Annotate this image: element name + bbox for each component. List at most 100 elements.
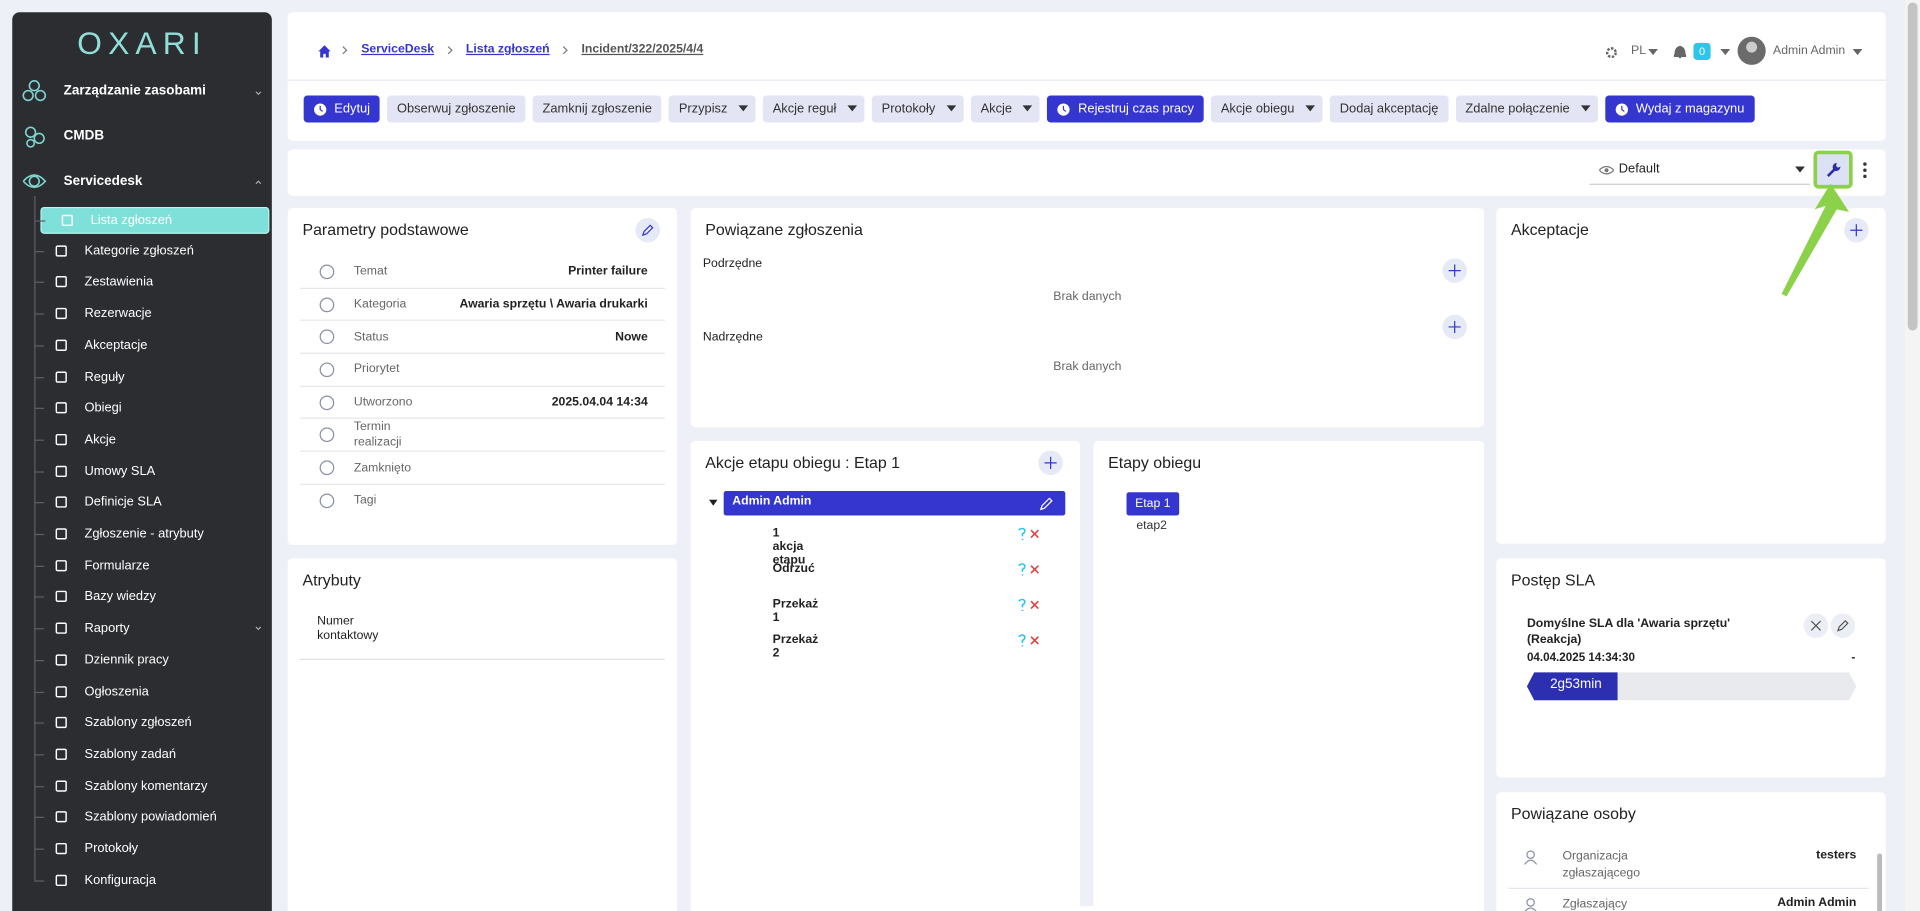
card-title: Powiązane osoby: [1511, 804, 1636, 823]
action-label: 1 akcja etapu: [772, 526, 806, 567]
menu-item[interactable]: Protokoły: [34, 836, 267, 860]
settings-icon[interactable]: [1604, 45, 1619, 60]
language[interactable]: PL: [1631, 44, 1647, 58]
button-label: Przypisz: [678, 101, 728, 117]
action-icons[interactable]: [1018, 527, 1042, 541]
menu-item[interactable]: Szablony zadań: [34, 742, 267, 766]
menu-item[interactable]: Raporty: [34, 616, 267, 640]
section-label: Nadrzędne: [702, 330, 763, 345]
card-scrollbar[interactable]: [1877, 853, 1883, 911]
menu-item[interactable]: Konfiguracja: [34, 868, 267, 892]
menu-icon: [55, 654, 67, 666]
breadcrumb-link[interactable]: ServiceDesk: [361, 42, 435, 57]
menu-section[interactable]: CMDB: [63, 128, 105, 144]
button-group: Dodaj akceptację: [1329, 95, 1449, 123]
kebab-menu[interactable]: [1862, 162, 1867, 179]
toolbar-button[interactable]: Protokoły: [871, 95, 946, 123]
toolbar-button[interactable]: Edytuj: [303, 95, 380, 123]
person-value: Admin Admin: [1777, 896, 1857, 910]
toolbar-button[interactable]: Akcje: [970, 95, 1022, 123]
menu-item[interactable]: Akceptacje: [34, 333, 267, 357]
menu-label: Kategorie zgłoszeń: [84, 243, 194, 258]
tree-branch: [34, 470, 45, 473]
edit-button[interactable]: [1830, 613, 1856, 638]
toolbar-button[interactable]: Akcje reguł: [762, 95, 847, 123]
menu-item[interactable]: Zestawienia: [34, 270, 267, 294]
collapse-caret[interactable]: [708, 499, 718, 507]
dropdown-toggle[interactable]: [840, 95, 865, 123]
settings-button[interactable]: [1813, 150, 1853, 189]
dropdown-toggle[interactable]: [1015, 95, 1041, 123]
view-select[interactable]: Default: [1589, 157, 1810, 185]
menu-label: Akceptacje: [84, 337, 148, 353]
breadcrumb-link[interactable]: Incident/322/2025/4/4: [581, 42, 704, 57]
breadcrumb-link[interactable]: Lista zgłoszeń: [465, 42, 550, 57]
menu-label: Definicje SLA: [84, 495, 162, 510]
edit-button[interactable]: [635, 217, 661, 243]
action-icons[interactable]: [1018, 563, 1042, 576]
button-label: Protokoły: [881, 101, 936, 117]
dropdown-toggle[interactable]: [1298, 95, 1323, 123]
action-icons[interactable]: [1018, 598, 1042, 612]
action-icons[interactable]: [1018, 634, 1042, 647]
param-row: Tagi: [300, 485, 665, 516]
menu-item[interactable]: Ogłoszenia: [34, 679, 267, 703]
avatar[interactable]: [1737, 36, 1766, 65]
toolbar-button[interactable]: Akcje obiegu: [1211, 95, 1305, 123]
dropdown-toggle[interactable]: [1573, 95, 1598, 123]
user-name[interactable]: Admin Admin: [1773, 44, 1846, 58]
menu-item[interactable]: Reguły: [34, 364, 267, 388]
caret: [1795, 166, 1805, 173]
home-icon[interactable]: [317, 44, 332, 59]
toolbar-button[interactable]: Dodaj akceptację: [1329, 95, 1449, 123]
dropdown-toggle[interactable]: [938, 95, 964, 123]
menu-section[interactable]: Servicedesk: [63, 173, 143, 189]
toolbar-button[interactable]: Zdalne połączenie: [1455, 95, 1580, 123]
menu-item[interactable]: Lista zgłoszeń: [35, 206, 270, 234]
toolbar-button[interactable]: Wydaj z magazynu: [1605, 95, 1755, 123]
toolbar-button[interactable]: Przypisz: [669, 95, 738, 123]
menu-item[interactable]: Akcje: [34, 427, 267, 451]
notification-badge[interactable]: 0: [1693, 42, 1711, 61]
menu-item[interactable]: Zgłoszenie - atrybuty: [34, 522, 267, 546]
menu-item[interactable]: Umowy SLA: [34, 459, 267, 483]
stage[interactable]: etap2: [1136, 519, 1167, 533]
toolbar-button[interactable]: Rejestruj czas pracy: [1047, 95, 1204, 123]
stage[interactable]: Etap 1: [1126, 492, 1180, 516]
bell-icon[interactable]: [1673, 45, 1687, 59]
menu-item[interactable]: Szablony komentarzy: [34, 773, 267, 797]
toolbar-button[interactable]: Zamknij zgłoszenie: [532, 95, 662, 123]
menu-item[interactable]: Szablony zgłoszeń: [34, 710, 267, 734]
add-button[interactable]: [1442, 258, 1467, 283]
menu-item[interactable]: Szablony powiadomień: [34, 805, 267, 829]
sidebar: OXARI Zarządzanie zasobami CMDB Serviced…: [12, 12, 272, 911]
menu-item[interactable]: Bazy wiedzy: [34, 585, 267, 609]
menu-item[interactable]: Dziennik pracy: [34, 648, 267, 672]
eye-icon: [1599, 165, 1614, 175]
scrollbar-thumb[interactable]: [1907, 2, 1918, 331]
menu-item[interactable]: Definicje SLA: [34, 490, 267, 514]
menu-item[interactable]: Formularze: [34, 553, 267, 577]
tree-branch: [34, 659, 45, 661]
pencil-icon[interactable]: [1039, 497, 1053, 511]
people-list: Organizacja zgłaszającego testers Zgłaszaj…: [1508, 841, 1869, 911]
person-row: Organizacja zgłaszającego testers: [1508, 841, 1869, 889]
tree-branch: [34, 785, 45, 787]
toolbar-button[interactable]: Obserwuj zgłoszenie: [387, 95, 526, 123]
caret: [1720, 48, 1731, 56]
plus-icon: [1448, 320, 1461, 334]
add-button[interactable]: [1442, 314, 1467, 340]
wrench-icon: [1826, 162, 1841, 177]
toolbar: Edytuj Obserwuj zgłoszenie Zamknij zgłosze…: [303, 95, 1755, 123]
assignee-row[interactable]: Admin Admin: [723, 491, 1066, 516]
tree-branch: [34, 439, 45, 441]
dropdown-toggle[interactable]: [731, 95, 756, 123]
add-button[interactable]: [1844, 217, 1869, 243]
menu-section[interactable]: Zarządzanie zasobami: [63, 83, 206, 98]
add-button[interactable]: [1038, 450, 1063, 476]
remove-button[interactable]: [1803, 613, 1829, 638]
menu-item[interactable]: Rezerwacje: [34, 301, 267, 325]
menu-item[interactable]: Kategorie zgłoszeń: [34, 238, 267, 262]
menu-item[interactable]: Obiegi: [34, 396, 267, 420]
